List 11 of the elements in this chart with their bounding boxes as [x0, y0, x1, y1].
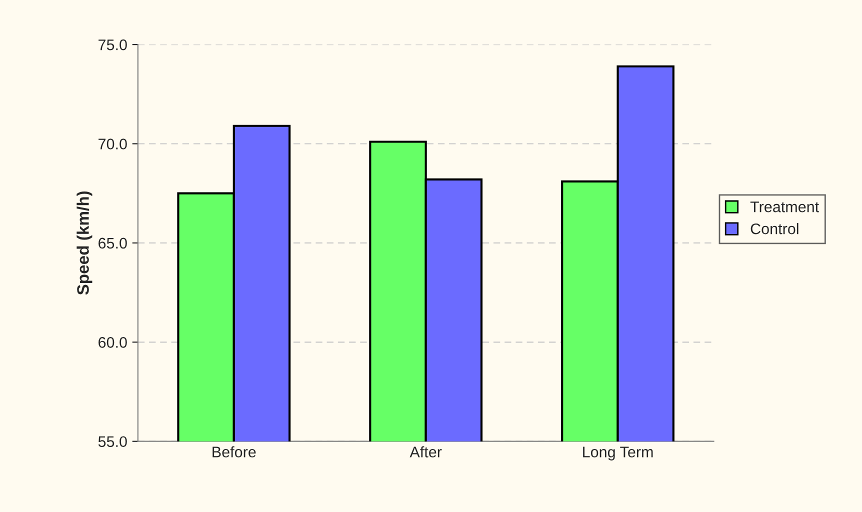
y-tick-label: 55.0	[98, 436, 127, 448]
legend-label: Treatment	[750, 202, 819, 212]
y-axis-title: Speed (km/h)	[76, 191, 92, 295]
x-tick-label: Before	[212, 446, 256, 458]
x-tick-label: After	[410, 446, 442, 458]
y-tick-label: 60.0	[98, 337, 127, 348]
y-tick-label: 65.0	[98, 238, 127, 249]
y-tick-label: 70.0	[98, 138, 127, 150]
legend-label: Control	[750, 223, 798, 234]
x-tick-label: Long Term	[583, 446, 653, 460]
y-tick-label: 75.0	[98, 39, 127, 50]
